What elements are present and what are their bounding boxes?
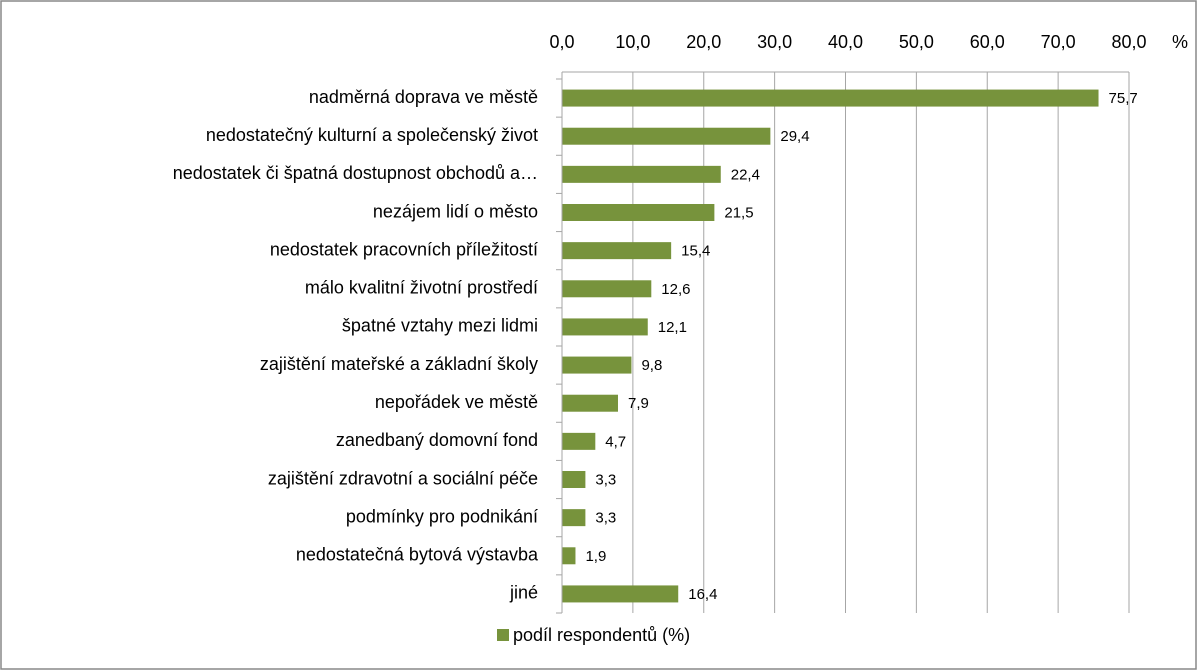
bar [562,471,586,488]
x-tick-label: 20,0 [686,32,721,52]
legend-swatch [497,629,509,641]
category-label: nedostatek pracovních příležitostí [270,239,538,259]
category-label: zajištění zdravotní a sociální péče [268,468,538,488]
bar [562,280,652,298]
x-tick-label: 80,0 [1111,32,1146,52]
value-label: 3,3 [595,510,616,527]
value-label: 7,9 [628,395,649,412]
bar [562,89,1099,107]
value-label: 75,7 [1109,90,1138,107]
bar [562,204,715,221]
category-label: zajištění mateřské a základní školy [260,354,538,374]
bar [562,127,771,145]
value-label: 21,5 [724,204,753,221]
value-label: 4,7 [605,433,626,450]
bar [562,432,596,450]
x-tick-label: 0,0 [549,32,574,52]
category-label: nedostatečný kulturní a společenský živo… [206,125,538,145]
category-label: málo kvalitní životní prostředí [305,278,538,298]
x-tick-label: 40,0 [828,32,863,52]
value-label: 29,4 [780,128,809,145]
x-tick-label: 70,0 [1041,32,1076,52]
bar [562,318,648,336]
bar [562,242,672,260]
bar [562,547,576,565]
value-label: 12,6 [661,281,690,298]
category-label: podmínky pro podnikání [346,506,538,526]
value-label: 1,9 [585,548,606,565]
x-tick-label: 30,0 [757,32,792,52]
value-label: 12,1 [658,319,687,336]
bar [562,585,679,603]
value-label: 15,4 [681,243,710,260]
bar [562,394,618,412]
legend-label: podíl respondentů (%) [513,625,690,645]
category-label: nadměrná doprava ve městě [309,87,538,107]
category-label: špatné vztahy mezi lidmi [342,316,538,336]
value-label: 3,3 [595,471,616,488]
value-label: 9,8 [641,357,662,374]
x-tick-label: 50,0 [899,32,934,52]
category-label: nepořádek ve městě [375,392,538,412]
x-axis-unit: % [1172,32,1188,52]
category-label: nedostatek či špatná dostupnost obchodů … [173,163,538,183]
category-label: nezájem lidí o město [373,201,538,221]
category-label: nedostatečná bytová výstavba [296,545,539,565]
bar [562,356,632,374]
x-tick-label: 10,0 [615,32,650,52]
x-tick-label: 60,0 [970,32,1005,52]
category-label: jiné [509,583,538,603]
category-label: zanedbaný domovní fond [336,430,538,450]
bar [562,165,721,183]
bar [562,509,586,527]
value-label: 16,4 [688,586,717,603]
value-label: 22,4 [731,166,760,183]
